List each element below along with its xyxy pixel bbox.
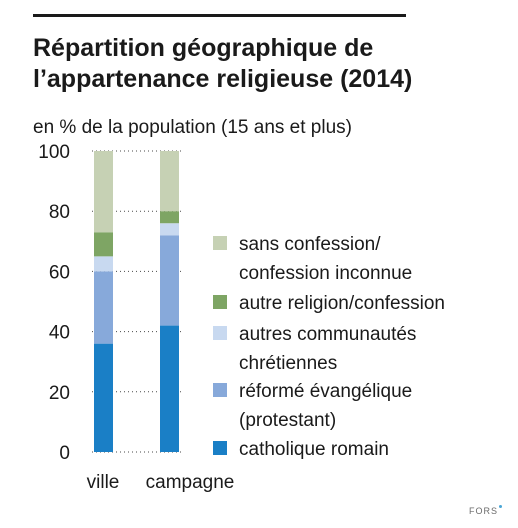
bar-segment-reforme-campagne [160,235,179,326]
y-tick-label: 100 [38,142,70,163]
bars [94,151,179,452]
legend-label: catholique romain [239,439,389,460]
legend-label: sans confession/ [239,234,381,255]
bar-segment-catholique-campagne [160,325,179,452]
bar-segment-autres_chretiennes-campagne [160,223,179,236]
y-tick-label: 80 [49,202,70,223]
legend-swatch-autres_chretiennes [213,326,227,340]
logo-dot [499,505,502,508]
legend-swatch-catholique [213,441,227,455]
legend-swatch-reforme [213,383,227,397]
legend-label: réformé évangélique [239,381,412,402]
x-axis-categories: ville campagne [87,472,235,493]
y-tick-label: 20 [49,383,70,404]
bar-segment-sans_confession-campagne [160,151,179,212]
y-axis-ticks: 0 20 40 60 80 100 [38,142,70,464]
bar-segment-sans_confession-ville [94,151,113,233]
chart-subtitle: en % de la population (15 ans et plus) [33,117,352,138]
legend-label: autre religion/confession [239,293,445,314]
y-tick-label: 60 [49,262,70,283]
source-logo: FORS [469,506,499,516]
y-tick-label: 0 [59,443,70,464]
legend: sans confession/confession inconnue autre… [213,234,445,460]
grid-lines [92,150,182,453]
legend-label: chrétiennes [239,353,337,374]
chart-title: Répartition géographique de l’appartenan… [33,34,413,93]
x-category-label: ville [87,472,120,493]
bar-segment-catholique-ville [94,343,113,452]
bar-segment-autre_religion-ville [94,232,113,257]
bar-segment-autres_chretiennes-ville [94,256,113,272]
legend-swatch-autre_religion [213,295,227,309]
legend-label: autres communautés [239,324,416,345]
legend-label: (protestant) [239,410,336,431]
bar-segment-reforme-ville [94,271,113,344]
y-tick-label: 40 [49,323,70,344]
legend-label: confession inconnue [239,263,412,284]
bar-segment-autre_religion-campagne [160,211,179,224]
legend-swatch-sans_confession [213,236,227,250]
title-rule [33,14,406,17]
x-category-label: campagne [146,472,235,493]
